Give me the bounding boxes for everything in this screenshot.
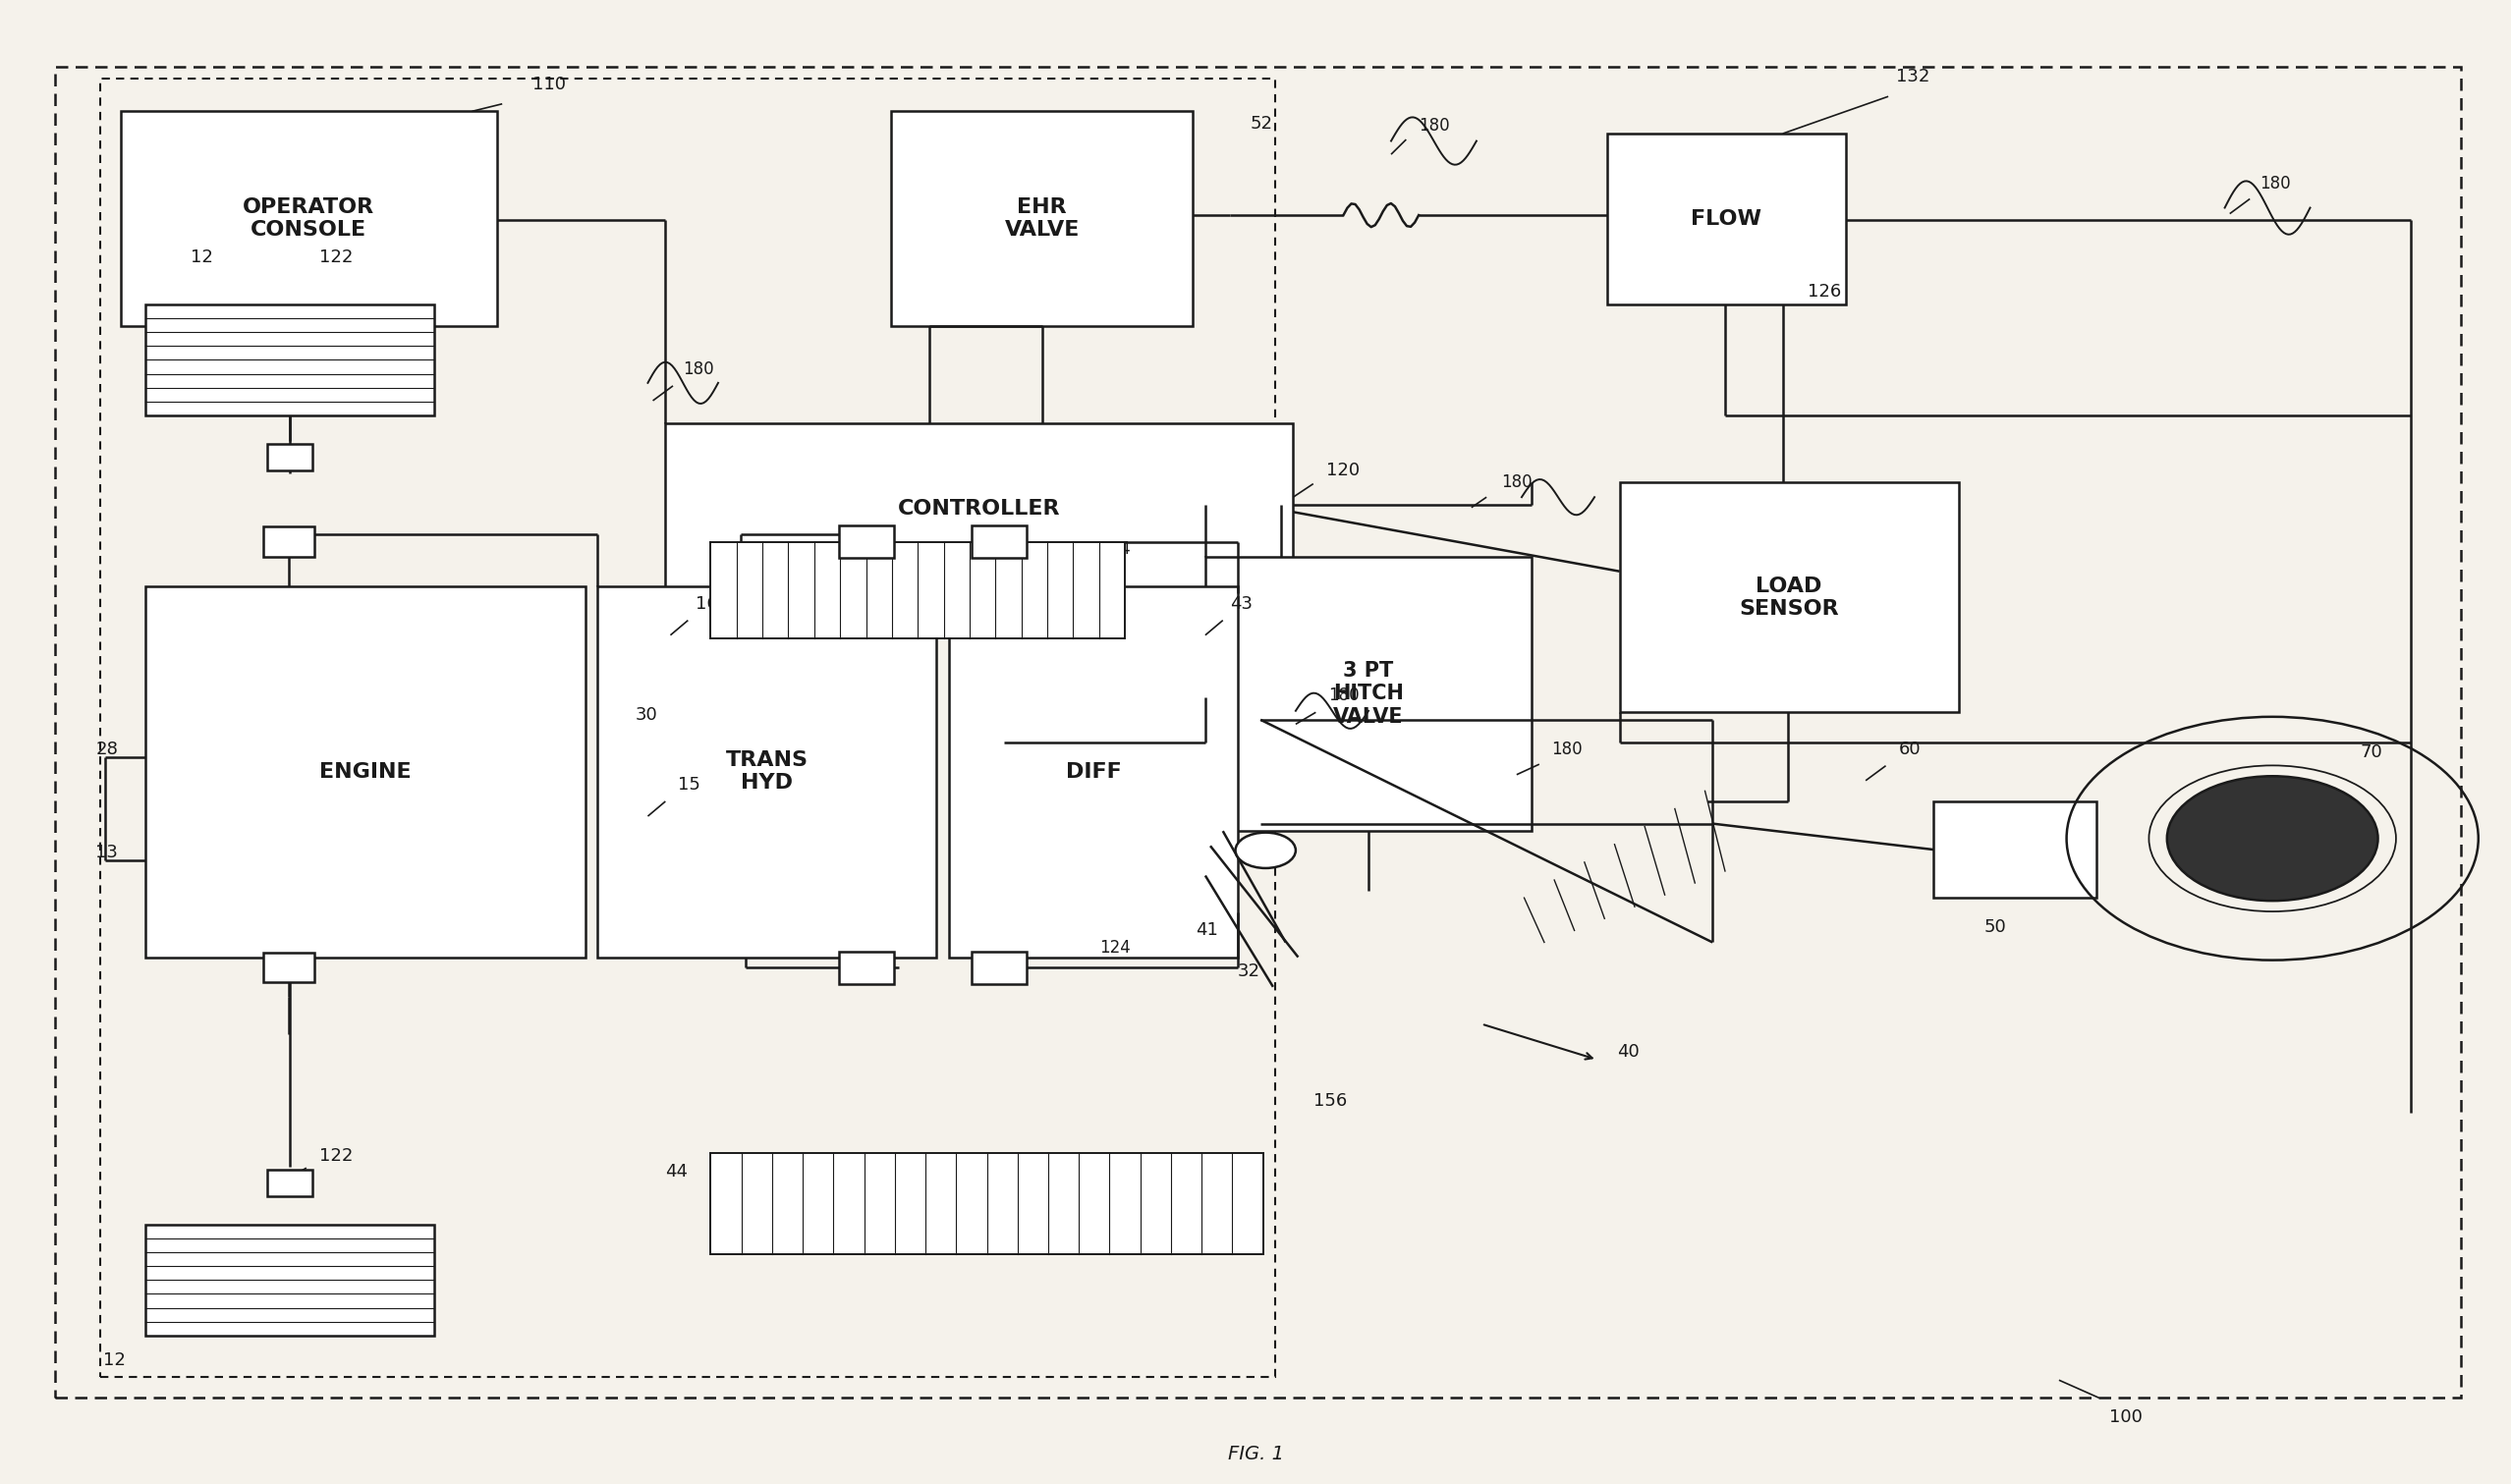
Bar xyxy=(949,586,1238,957)
Text: OPERATOR
CONSOLE: OPERATOR CONSOLE xyxy=(244,197,374,240)
Text: 122: 122 xyxy=(319,1147,352,1165)
Text: 100: 100 xyxy=(2109,1408,2142,1426)
Text: 50: 50 xyxy=(1984,919,2006,936)
Text: 132: 132 xyxy=(1896,68,1928,86)
Bar xyxy=(1620,482,1959,712)
Bar xyxy=(665,423,1293,594)
Text: 180: 180 xyxy=(1502,473,1532,491)
Text: TRANS
HYD: TRANS HYD xyxy=(726,751,809,792)
Text: FLOW: FLOW xyxy=(1690,209,1763,229)
Bar xyxy=(55,67,2461,1398)
Text: 124: 124 xyxy=(1100,540,1130,558)
Circle shape xyxy=(1235,833,1296,868)
Text: 60: 60 xyxy=(1898,741,1921,758)
Bar xyxy=(598,586,937,957)
Bar xyxy=(711,1153,1263,1254)
Text: 110: 110 xyxy=(532,76,565,93)
Bar xyxy=(146,304,434,416)
Text: 180: 180 xyxy=(683,361,713,378)
Text: 70: 70 xyxy=(2360,743,2383,761)
Bar xyxy=(269,1169,314,1196)
Bar xyxy=(269,444,314,470)
Text: LOAD
SENSOR: LOAD SENSOR xyxy=(1740,576,1838,619)
Text: 122: 122 xyxy=(319,249,352,267)
Bar xyxy=(1607,134,1846,304)
Text: 43: 43 xyxy=(1230,595,1253,613)
Text: 13: 13 xyxy=(95,844,118,862)
Bar xyxy=(839,525,894,558)
Text: 28: 28 xyxy=(95,741,118,758)
Text: 30: 30 xyxy=(635,706,658,724)
Text: CONTROLLER: CONTROLLER xyxy=(899,499,1060,518)
Bar xyxy=(146,586,585,957)
Text: 124: 124 xyxy=(1100,939,1130,957)
Bar xyxy=(264,953,314,982)
Bar xyxy=(146,1224,434,1336)
Bar xyxy=(264,527,314,556)
Text: 16: 16 xyxy=(811,1186,834,1204)
Text: 12: 12 xyxy=(191,249,213,267)
Bar xyxy=(1933,801,2097,898)
Bar xyxy=(121,111,497,326)
Bar xyxy=(972,525,1027,558)
Text: 126: 126 xyxy=(1808,283,1841,301)
Circle shape xyxy=(2167,776,2378,901)
Text: 44: 44 xyxy=(665,1163,688,1181)
Text: 32: 32 xyxy=(1238,963,1261,981)
Text: DIFF: DIFF xyxy=(1065,761,1122,782)
Text: 180: 180 xyxy=(1419,117,1449,135)
Text: 120: 120 xyxy=(1326,462,1358,479)
Text: 180: 180 xyxy=(1328,687,1358,705)
Text: 156: 156 xyxy=(1313,1092,1346,1110)
Bar xyxy=(1205,556,1532,831)
Text: 180: 180 xyxy=(2260,175,2290,193)
Bar xyxy=(711,542,1125,638)
Bar xyxy=(891,111,1193,326)
Bar xyxy=(972,951,1027,984)
Bar xyxy=(839,951,894,984)
Text: EHR
VALVE: EHR VALVE xyxy=(1004,197,1080,240)
Bar xyxy=(100,79,1276,1377)
Text: 15: 15 xyxy=(678,776,701,794)
Text: 180: 180 xyxy=(1552,741,1582,758)
Text: 52: 52 xyxy=(1250,116,1273,134)
Text: ENGINE: ENGINE xyxy=(319,761,412,782)
Text: 16: 16 xyxy=(696,595,718,613)
Text: FIG. 1: FIG. 1 xyxy=(1228,1445,1283,1463)
Text: 3 PT
HITCH
VALVE: 3 PT HITCH VALVE xyxy=(1333,662,1404,726)
Text: 41: 41 xyxy=(1195,922,1218,939)
Text: 12: 12 xyxy=(103,1352,126,1370)
Text: 40: 40 xyxy=(1617,1043,1640,1061)
